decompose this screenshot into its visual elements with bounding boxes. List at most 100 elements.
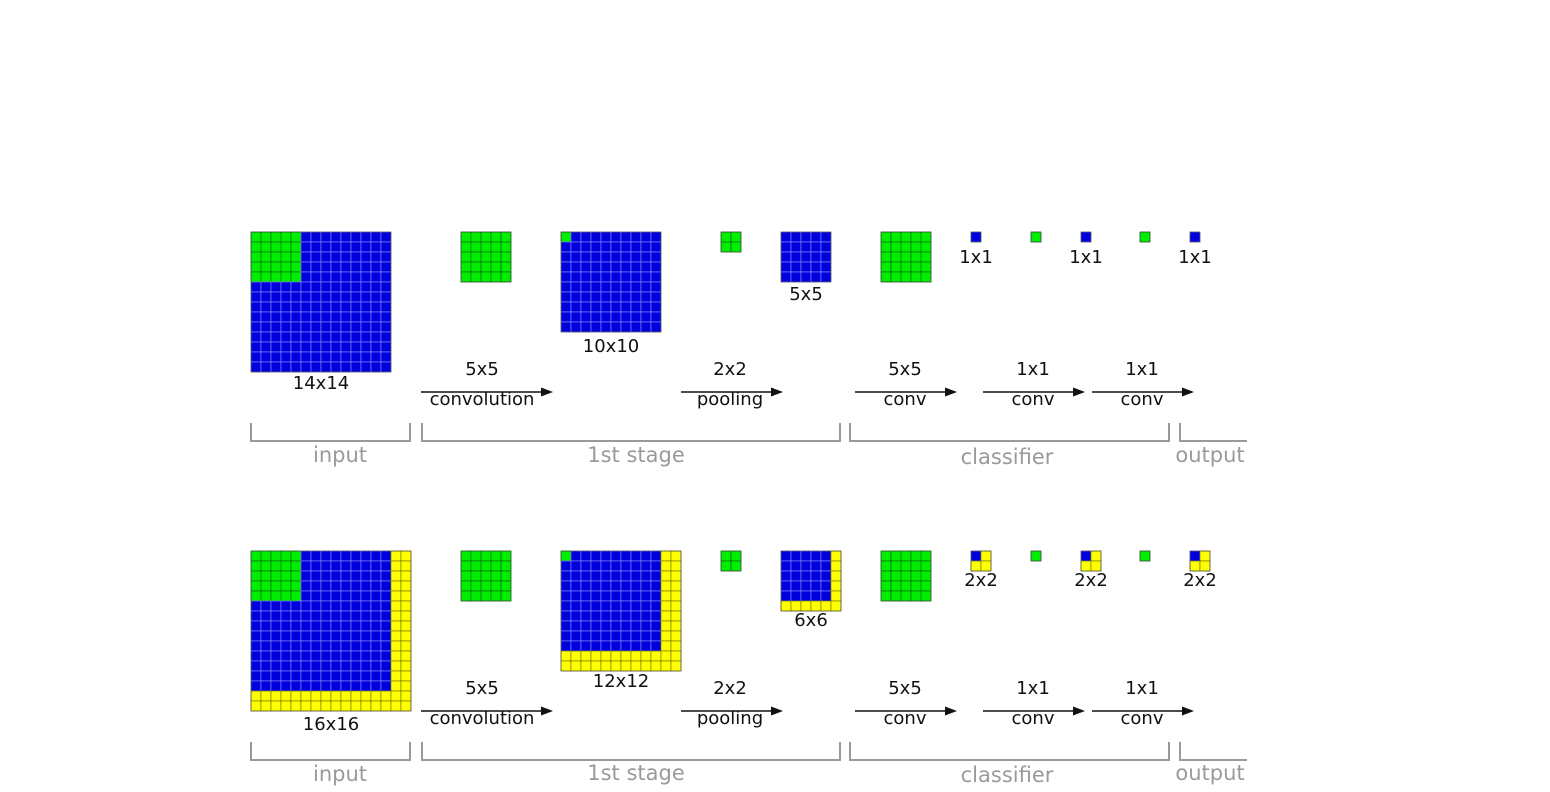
grid-cell xyxy=(350,271,362,283)
grid-cell xyxy=(580,291,592,303)
grid-outline xyxy=(1030,231,1042,243)
grid-cell xyxy=(350,331,362,343)
grid-cell xyxy=(590,610,602,622)
grid-cell xyxy=(350,241,362,253)
grid-cell xyxy=(620,301,632,313)
grid-cell xyxy=(730,231,742,243)
grid-cell xyxy=(390,700,402,712)
grid-cell xyxy=(590,630,602,642)
grid-cell xyxy=(630,570,642,582)
stage-label: output xyxy=(1175,761,1244,785)
grid-cell xyxy=(640,570,652,582)
grid-cell xyxy=(660,580,672,592)
grid-cell xyxy=(650,291,662,303)
grid-cell xyxy=(590,550,602,562)
grid-cell xyxy=(580,610,592,622)
grid-cell xyxy=(380,580,392,592)
grid-cell xyxy=(480,261,492,273)
grid-cell xyxy=(630,261,642,273)
op-name-label: convolution xyxy=(430,389,535,410)
grid-cell xyxy=(610,261,622,273)
grid-cell xyxy=(480,231,492,243)
grid-cell xyxy=(580,560,592,572)
grid-outline xyxy=(250,231,392,373)
grid-cell xyxy=(270,670,282,682)
grid-cell xyxy=(600,271,612,283)
grid-cell xyxy=(310,361,322,373)
grid-cell xyxy=(500,580,512,592)
grid-cell xyxy=(570,231,582,243)
grid-cell xyxy=(340,650,352,662)
grid-cell xyxy=(630,241,642,253)
grid-cell xyxy=(650,590,662,602)
grid-cell xyxy=(330,600,342,612)
grid-cell xyxy=(320,351,332,363)
op-name-label: conv xyxy=(884,389,927,410)
grid-cell xyxy=(660,590,672,602)
grid-cell xyxy=(460,251,472,263)
grid-cell xyxy=(290,341,302,353)
grid-cell xyxy=(890,550,902,562)
arrow-right-icon xyxy=(1092,387,1194,397)
grid-cell xyxy=(610,610,622,622)
grid-cell xyxy=(320,590,332,602)
grid-cell xyxy=(260,271,272,283)
grid-cell xyxy=(320,560,332,572)
grid-cell xyxy=(300,600,312,612)
grid-cell xyxy=(790,241,802,253)
grid-cell xyxy=(280,650,292,662)
op-4: 1x1 conv xyxy=(983,678,1085,729)
grid-cell xyxy=(320,600,332,612)
grid-cell xyxy=(880,261,892,273)
grid-cell xyxy=(900,570,912,582)
grid-cell xyxy=(610,580,622,592)
grid-cell xyxy=(600,620,612,632)
grid-cell xyxy=(650,321,662,333)
grid-cell xyxy=(610,660,622,672)
grid-cell xyxy=(340,670,352,682)
grid-cell xyxy=(330,640,342,652)
grid-cell xyxy=(350,341,362,353)
grid-cell xyxy=(590,271,602,283)
grid-kernel2 xyxy=(880,231,932,283)
grid-cell xyxy=(910,261,922,273)
grid-cell xyxy=(370,600,382,612)
grid-conv-out: 10x10 xyxy=(560,231,662,357)
grid-cell xyxy=(330,331,342,343)
grid-cell xyxy=(480,271,492,283)
grid-cell xyxy=(340,590,352,602)
grid-cell xyxy=(600,301,612,313)
grid-cell xyxy=(660,640,672,652)
grid-cell xyxy=(670,590,682,602)
grid-cell xyxy=(300,341,312,353)
grid-cell xyxy=(380,570,392,582)
grid-cell xyxy=(640,580,652,592)
stage-label: classifier xyxy=(961,763,1054,787)
grid-cell xyxy=(320,610,332,622)
grid-cell xyxy=(260,700,272,712)
grid-cell xyxy=(630,650,642,662)
grid-cell xyxy=(480,550,492,562)
grid-kernel3 xyxy=(1030,550,1042,562)
grid-cell xyxy=(600,311,612,323)
grid-cell xyxy=(890,241,902,253)
grid-cell xyxy=(600,600,612,612)
grid-cell xyxy=(370,670,382,682)
grid-size-label: 5x5 xyxy=(789,284,823,305)
stage-bracket xyxy=(421,742,841,761)
grid-cell xyxy=(360,281,372,293)
grid-cell xyxy=(600,570,612,582)
grid-cell xyxy=(570,570,582,582)
grid-cell xyxy=(350,301,362,313)
grid-cell xyxy=(650,251,662,263)
grid-cell xyxy=(300,231,312,243)
grid-cell xyxy=(470,231,482,243)
grid-cell xyxy=(260,341,272,353)
grid-cell xyxy=(650,560,662,572)
grid-cell xyxy=(610,640,622,652)
grid-cell xyxy=(330,321,342,333)
grid-cell xyxy=(260,321,272,333)
grid-cell xyxy=(1080,231,1092,243)
grid-cell xyxy=(370,331,382,343)
grid-cell xyxy=(320,291,332,303)
